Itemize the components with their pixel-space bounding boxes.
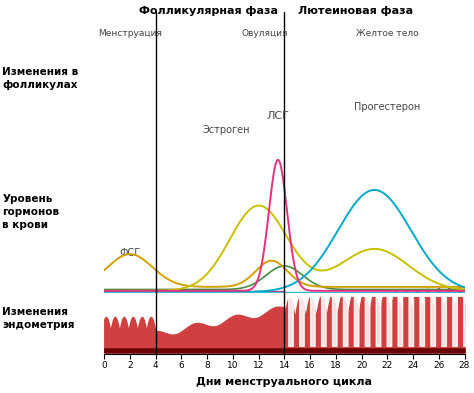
Text: Изменения в
фолликулах: Изменения в фолликулах: [2, 67, 79, 90]
Text: Фолликулярная фаза: Фолликулярная фаза: [139, 6, 278, 16]
X-axis label: Дни менструального цикла: Дни менструального цикла: [196, 377, 373, 387]
Text: Изменения
эндометрия: Изменения эндометрия: [2, 307, 75, 330]
Text: Уровень
гормонов
в крови: Уровень гормонов в крови: [2, 194, 60, 230]
Text: Эстроген: Эстроген: [203, 125, 250, 135]
Text: ФСГ: ФСГ: [120, 248, 141, 258]
Text: Менструация: Менструация: [98, 29, 162, 38]
Text: Желтое тело: Желтое тело: [356, 29, 419, 38]
Text: Прогестерон: Прогестерон: [354, 102, 420, 112]
Text: Овуляция: Овуляция: [242, 29, 288, 38]
Text: Лютеиновая фаза: Лютеиновая фаза: [298, 6, 413, 16]
Text: ЛСГ: ЛСГ: [266, 111, 290, 121]
